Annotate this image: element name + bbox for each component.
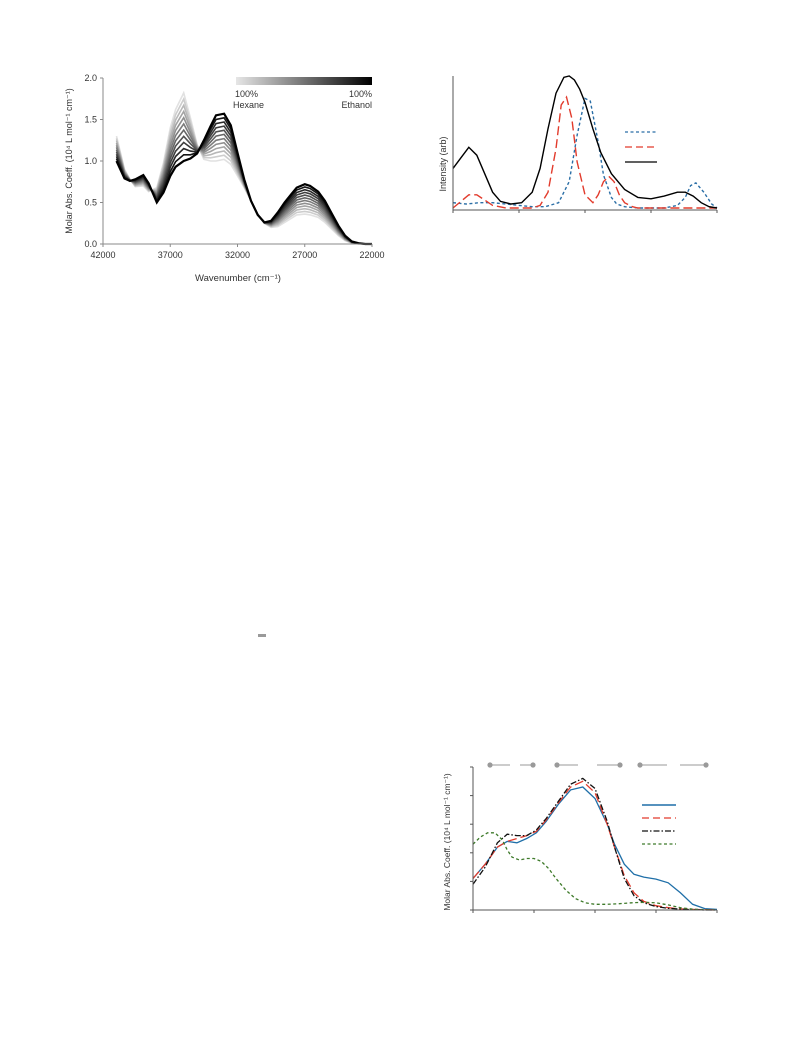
y-axis-label-3: Molar Abs. Coeff. (10⁴ L mol⁻¹ cm⁻¹) xyxy=(442,773,452,910)
state-indicator-row xyxy=(487,762,709,768)
marker-dot xyxy=(487,762,493,768)
intensity-series-2 xyxy=(452,95,717,209)
y-tick-label: 0.5 xyxy=(84,198,97,208)
x-tick-label: 22000 xyxy=(359,250,384,260)
y-axis-label-2: Intensity (arb) xyxy=(438,136,448,191)
solvent-gradient-legend xyxy=(236,77,372,85)
x-tick-label: 42000 xyxy=(90,250,115,260)
plot-area-2 xyxy=(452,75,718,213)
series-group-3 xyxy=(472,777,718,911)
absorption-comparison-series-1 xyxy=(472,786,718,911)
legend-start-solvent: Hexane xyxy=(233,100,264,110)
marker-dot xyxy=(554,762,560,768)
y-ticks-1: 0.0 0.5 1.0 1.5 2.0 xyxy=(84,73,103,249)
solvent-titration-chart: 42000 37000 32000 27000 22000 0.0 0.5 1.0 1.5 2.… xyxy=(64,73,385,284)
legend-end-solvent: Ethanol xyxy=(341,100,372,110)
y-tick-label: 2.0 xyxy=(84,73,97,83)
intensity-spectra-chart: Intensity (arb) xyxy=(438,75,718,213)
legend-start-percent: 100% xyxy=(235,89,258,99)
legend-3 xyxy=(642,804,676,845)
absorption-comparison-series-3 xyxy=(472,777,717,911)
x-tick-label: 37000 xyxy=(158,250,183,260)
x-axis-label-1: Wavenumber (cm⁻¹) xyxy=(195,273,281,284)
marker-dot xyxy=(703,762,709,768)
y-tick-label: 1.0 xyxy=(84,156,97,166)
legend-end-percent: 100% xyxy=(349,89,372,99)
absorption-comparison-series-2 xyxy=(472,780,718,911)
marker-dot xyxy=(637,762,643,768)
small-gray-mark xyxy=(258,634,266,637)
y-tick-label: 1.5 xyxy=(84,115,97,125)
series-group-2 xyxy=(452,75,718,209)
plot-area-3 xyxy=(470,766,718,913)
y-tick-label: 0.0 xyxy=(84,239,97,249)
legend-2 xyxy=(625,131,657,163)
absorption-comparison-chart: Molar Abs. Coeff. (10⁴ L mol⁻¹ cm⁻¹) xyxy=(442,762,718,913)
plot-area-1: 42000 37000 32000 27000 22000 0.0 0.5 1.0 1.5 2.… xyxy=(84,73,384,260)
x-tick-label: 27000 xyxy=(292,250,317,260)
x-ticks-1: 42000 37000 32000 27000 22000 xyxy=(90,244,385,260)
y-ticks-3 xyxy=(470,766,473,911)
marker-dot xyxy=(530,762,536,768)
x-ticks-2 xyxy=(452,210,718,213)
series-group-1 xyxy=(115,90,372,246)
intensity-series-3 xyxy=(452,75,718,209)
y-axis-label-1: Molar Abs. Coeff. (10⁴ L mol⁻¹ cm⁻¹) xyxy=(64,88,74,233)
absorption-series-12 xyxy=(115,112,372,246)
intensity-series-1 xyxy=(452,97,718,209)
marker-dot xyxy=(617,762,623,768)
x-tick-label: 32000 xyxy=(225,250,250,260)
absorption-comparison-series-4 xyxy=(472,832,718,911)
